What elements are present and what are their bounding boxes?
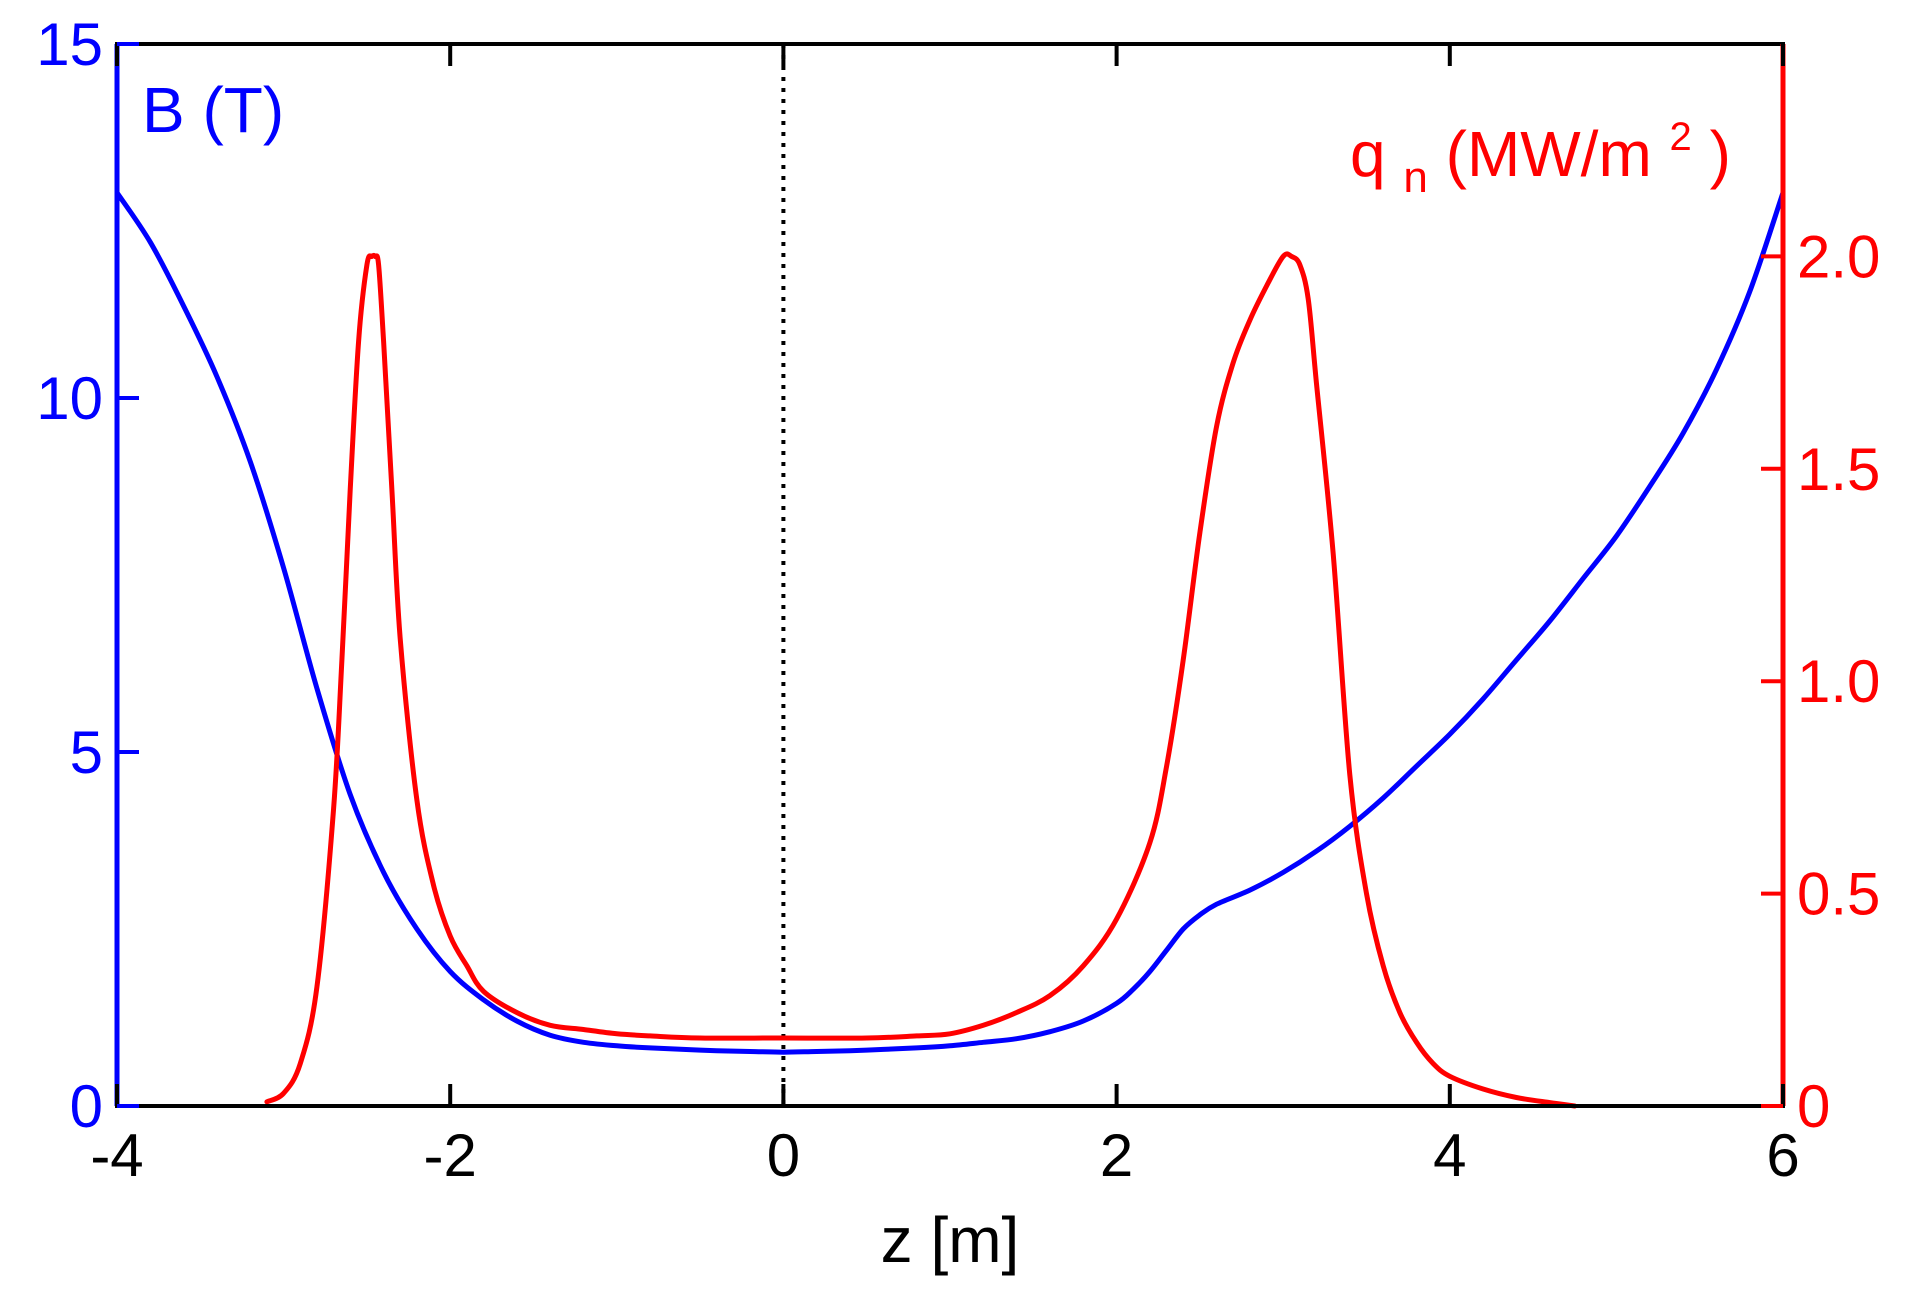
left-y-tick-label: 15 <box>36 11 103 78</box>
series-line-b-field <box>114 190 1786 1055</box>
right-y-tick-label: 2.0 <box>1797 223 1880 290</box>
right-axis-title-unit-pre: (MW/m <box>1446 118 1652 190</box>
left-axis-title: B (T) <box>142 74 284 146</box>
x-tick-label: -4 <box>90 1122 143 1189</box>
right-axis-title-sub: n <box>1403 153 1427 202</box>
x-tick-label: 4 <box>1433 1122 1466 1189</box>
right-y-tick-label: 1.0 <box>1797 648 1880 715</box>
right-y-tick-label: 0.5 <box>1797 861 1880 928</box>
right-axis-title-main: q <box>1350 118 1386 190</box>
right-axis-title-unit-post: ) <box>1710 118 1731 190</box>
left-y-tick-label: 10 <box>36 365 103 432</box>
right-y-tick-label: 0 <box>1797 1073 1830 1140</box>
left-axis-title-unit: (T) <box>202 74 284 146</box>
x-tick-label: -2 <box>424 1122 477 1189</box>
right-y-tick-label: 1.5 <box>1797 436 1880 503</box>
x-tick-label: 0 <box>767 1122 800 1189</box>
plot-frame <box>115 42 1785 1108</box>
series-line-heat-flux <box>264 251 1578 1109</box>
right-axis-title: q n (MW/m 2 ) <box>1350 92 1731 206</box>
series-layer <box>114 190 1786 1109</box>
left-y-tick-label: 0 <box>70 1073 103 1140</box>
right-axis-title-sup: 2 <box>1670 115 1692 159</box>
x-tick-label: 2 <box>1100 1122 1133 1189</box>
left-y-tick-label: 5 <box>70 719 103 786</box>
x-axis-title: z [m] <box>881 1204 1020 1276</box>
x-tick-label: 6 <box>1766 1122 1799 1189</box>
left-axis-title-main: B <box>142 74 185 146</box>
